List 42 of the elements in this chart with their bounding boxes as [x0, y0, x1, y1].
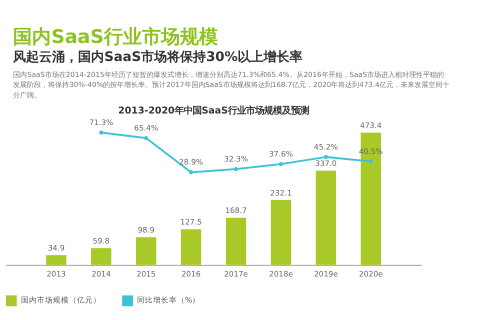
legend-label: 同比增长率（%）	[137, 296, 200, 305]
bar	[180, 229, 202, 265]
bar	[226, 218, 246, 265]
point	[234, 167, 238, 172]
x-tick-label: 2016	[181, 270, 201, 279]
data-label: 71.3%	[89, 118, 114, 128]
point	[99, 130, 104, 135]
data-label: 28.9%	[179, 158, 204, 167]
x-tick-label: 2014	[92, 270, 111, 279]
data-label: 232.1	[270, 188, 292, 198]
data-label: 473.4	[360, 120, 382, 130]
data-label: 127.5	[180, 218, 202, 226]
point	[144, 136, 148, 140]
text: 国内SaaS行业市场规模	[13, 26, 218, 48]
x-tick-label: 2020e	[358, 270, 384, 279]
x-tick-label: 2017e	[224, 270, 248, 279]
data-label: 37.6%	[268, 150, 293, 159]
point	[278, 162, 283, 166]
bar	[360, 132, 381, 265]
legend-label: 国内市场规模（亿元）	[20, 296, 101, 305]
data-label: 337.0	[315, 158, 337, 168]
point	[189, 170, 194, 174]
x-tick-label: 2019e	[314, 270, 338, 279]
data-label: 65.4%	[134, 124, 158, 133]
x-tick-label: 2013	[46, 270, 66, 279]
chart-title: 2013-2020年中国SaaS行业市场规模及预测	[118, 106, 309, 117]
data-label: 32.3%	[224, 154, 248, 164]
data-label: 168.7	[225, 206, 248, 215]
bar	[91, 248, 112, 265]
bar	[270, 200, 292, 265]
data-label: 34.9	[48, 243, 65, 252]
point	[324, 155, 328, 159]
text: 风起云涌，国内SaaS市场将保持30%以上增长率	[12, 48, 303, 65]
bar	[136, 237, 156, 265]
x-tick-label: 2018e	[269, 270, 294, 279]
bar	[316, 170, 336, 265]
point	[368, 159, 373, 164]
data-label: 98.9	[138, 225, 155, 234]
bar	[46, 255, 66, 265]
x-tick-label: 2015	[136, 270, 156, 279]
data-label: 59.8	[92, 236, 110, 246]
data-label: 45.2%	[314, 142, 338, 152]
